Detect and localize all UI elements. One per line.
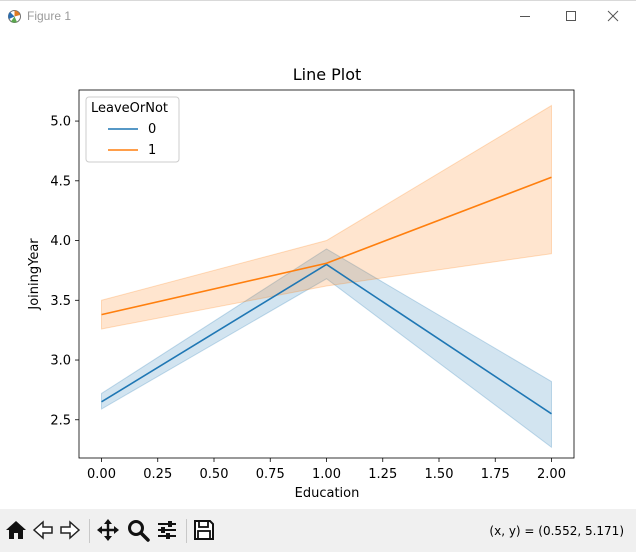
pan-move-icon — [97, 519, 119, 541]
x-tick-label: 1.25 — [368, 467, 397, 482]
legend-label-series-0: 0 — [148, 122, 156, 137]
x-tick-label: 0.50 — [200, 467, 229, 482]
pan-button[interactable] — [96, 518, 122, 544]
minimize-icon — [520, 16, 530, 17]
x-tick-label: 2.00 — [537, 467, 566, 482]
x-tick-label: 0.25 — [143, 467, 172, 482]
line-plot-chart: Line Plot 0.00 0.25 0.50 0.75 1.00 1.25 1.50 1.… — [27, 65, 575, 501]
back-button[interactable] — [31, 518, 57, 544]
x-tick-label: 1.00 — [312, 467, 341, 482]
close-button[interactable] — [590, 1, 636, 32]
x-tick-label: 1.50 — [425, 467, 454, 482]
minimize-button[interactable] — [502, 1, 548, 32]
y-axis-label: JoiningYear — [27, 238, 42, 311]
close-icon — [607, 10, 619, 22]
chart-title: Line Plot — [293, 65, 362, 84]
confidence-band-series-1 — [101, 104, 552, 330]
x-tick-label: 1.75 — [481, 467, 510, 482]
save-floppy-icon — [194, 520, 214, 540]
series-line-1 — [101, 176, 552, 316]
configure-subplots-button[interactable] — [155, 518, 181, 544]
window-title: Figure 1 — [27, 9, 72, 23]
forward-button[interactable] — [58, 518, 84, 544]
x-tick-label: 0.00 — [87, 467, 116, 482]
y-axis: 2.5 3.0 3.5 4.0 4.5 5.0 — [50, 115, 79, 428]
series-lines — [101, 176, 552, 415]
y-tick-label: 4.0 — [50, 234, 71, 249]
cursor-coordinates: (x, y) = (0.552, 5.171) — [489, 524, 624, 538]
y-tick-label: 3.0 — [50, 354, 71, 369]
forward-arrow-icon — [60, 520, 81, 540]
confidence-bands — [101, 104, 552, 449]
navigation-toolbar: (x, y) = (0.552, 5.171) — [0, 509, 636, 552]
confidence-band-series-0 — [101, 248, 552, 449]
zoom-magnifier-icon — [128, 520, 150, 542]
series-line-0 — [101, 263, 552, 415]
toolbar-separator — [89, 519, 90, 543]
y-tick-label: 3.5 — [50, 294, 71, 309]
back-arrow-icon — [32, 520, 53, 540]
save-button[interactable] — [192, 518, 218, 544]
legend: LeaveOrNot 0 1 — [85, 96, 180, 163]
matplotlib-figure-icon — [6, 8, 23, 25]
figure-canvas[interactable]: Line Plot 0.00 0.25 0.50 0.75 1.00 1.25 1.50 1.… — [0, 31, 636, 509]
home-button[interactable] — [4, 518, 30, 544]
maximize-icon — [566, 11, 576, 21]
toolbar-separator — [186, 519, 187, 543]
x-axis: 0.00 0.25 0.50 0.75 1.00 1.25 1.50 1.75 2.00 — [87, 458, 566, 482]
y-tick-label: 5.0 — [50, 115, 71, 130]
legend-label-series-1: 1 — [148, 143, 156, 158]
zoom-button[interactable] — [126, 518, 152, 544]
x-tick-label: 0.75 — [256, 467, 285, 482]
legend-title: LeaveOrNot — [91, 101, 168, 116]
home-icon — [6, 521, 26, 539]
configure-subplots-icon — [158, 521, 176, 539]
y-tick-label: 4.5 — [50, 174, 71, 189]
maximize-button[interactable] — [548, 1, 594, 32]
x-axis-label: Education — [295, 486, 360, 501]
window-titlebar: Figure 1 — [0, 0, 636, 31]
y-tick-label: 2.5 — [50, 413, 71, 428]
